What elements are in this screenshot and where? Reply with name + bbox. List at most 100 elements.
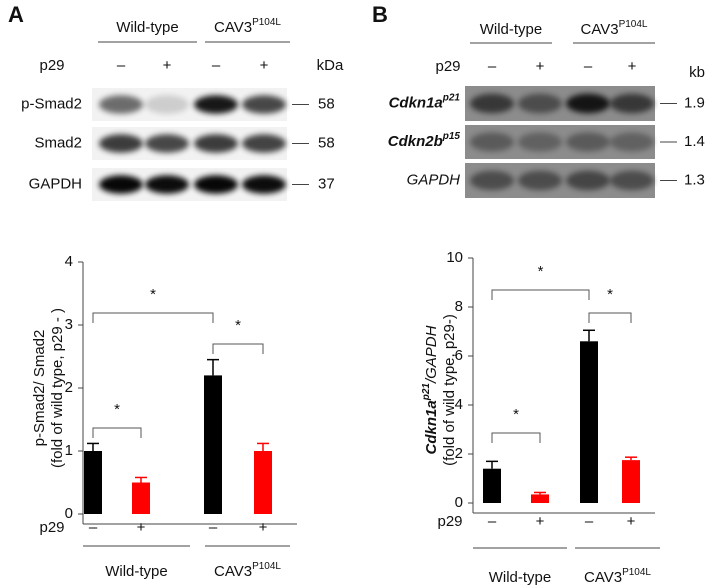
row-label-main: p-Smad2 bbox=[21, 95, 82, 112]
blot-band bbox=[610, 93, 654, 114]
y-tick-label: 2 bbox=[455, 445, 463, 462]
row-label: GAPDH bbox=[29, 175, 82, 192]
blot-band bbox=[145, 95, 189, 114]
y-tick-label: 8 bbox=[455, 298, 463, 315]
x-tick-label: – bbox=[488, 513, 497, 530]
y-axis-label-rest: /GAPDH bbox=[423, 325, 440, 384]
size-label: 58 bbox=[318, 95, 335, 112]
blot-band bbox=[194, 95, 238, 114]
y-axis-label-2: (fold of wild type, p29-) bbox=[441, 314, 458, 466]
row-label-main: Smad2 bbox=[34, 134, 82, 151]
y-tick-label: 4 bbox=[65, 253, 73, 270]
row-label-sup: p15 bbox=[442, 131, 461, 142]
size-unit: kb bbox=[689, 64, 705, 81]
significance-bracket bbox=[92, 427, 142, 438]
blot-band bbox=[470, 93, 514, 114]
treatment-sign: – bbox=[117, 57, 126, 74]
group-label: CAV3P104L bbox=[584, 567, 651, 585]
bar bbox=[254, 451, 272, 514]
bar bbox=[132, 482, 150, 514]
y-tick-label: 0 bbox=[455, 494, 463, 511]
x-tick-label: – bbox=[585, 513, 594, 530]
x-tick-label: – bbox=[89, 519, 98, 536]
blot-band bbox=[518, 93, 562, 114]
blot-band bbox=[145, 175, 189, 194]
group-label: Wild-type bbox=[480, 21, 543, 38]
group-label-sup: P104L bbox=[252, 17, 281, 28]
row-label-main: Cdkn2b bbox=[388, 133, 443, 150]
bar bbox=[84, 451, 102, 514]
bar bbox=[483, 468, 501, 503]
blot-band bbox=[518, 170, 562, 191]
y-tick-label: 1 bbox=[65, 442, 73, 459]
significance-label: * bbox=[607, 286, 613, 303]
bar bbox=[531, 494, 549, 503]
group-label: CAV3P104L bbox=[581, 19, 648, 38]
size-label: 1.4 bbox=[684, 133, 705, 150]
row-label-main: Cdkn1a bbox=[389, 94, 443, 111]
treatment-label: p29 bbox=[39, 57, 64, 74]
significance-bracket bbox=[588, 312, 632, 323]
category-title: p29 bbox=[437, 513, 462, 530]
y-tick-label: 10 bbox=[446, 249, 463, 266]
group-label-main: CAV3 bbox=[214, 19, 252, 36]
blot-band bbox=[242, 175, 286, 194]
blot-band bbox=[610, 170, 654, 191]
treatment-sign: – bbox=[212, 57, 221, 74]
treatment-sign: + bbox=[536, 58, 545, 75]
blot-band bbox=[145, 134, 189, 153]
group-label-main: Wild-type bbox=[105, 563, 168, 580]
blot-band bbox=[194, 175, 238, 194]
x-tick-label: + bbox=[259, 519, 268, 536]
y-axis-label-sup: p21 bbox=[421, 383, 432, 402]
blot-band bbox=[194, 134, 238, 153]
blot-band bbox=[566, 93, 610, 114]
group-label-main: Wild-type bbox=[489, 569, 552, 585]
significance-bracket bbox=[92, 312, 214, 323]
blot-band bbox=[242, 95, 286, 114]
significance-bracket bbox=[491, 289, 590, 300]
y-tick-label: 3 bbox=[65, 316, 73, 333]
significance-bracket bbox=[212, 343, 264, 354]
x-tick-label: + bbox=[627, 513, 636, 530]
treatment-sign: + bbox=[260, 57, 269, 74]
treatment-label: p29 bbox=[435, 58, 460, 75]
size-label: 1.3 bbox=[684, 171, 705, 188]
significance-label: * bbox=[538, 263, 544, 280]
row-label-main: GAPDH bbox=[29, 175, 82, 192]
treatment-sign: – bbox=[584, 58, 593, 75]
panel-letter: A bbox=[8, 2, 24, 27]
y-tick-label: 4 bbox=[455, 396, 463, 413]
row-label-sup: p21 bbox=[442, 92, 461, 103]
y-axis-label-2: (fold of wild type, p29 - ) bbox=[49, 308, 66, 468]
size-unit: kDa bbox=[317, 57, 344, 74]
group-label-sup: P104L bbox=[622, 567, 651, 578]
y-axis-label: Cdkn1ap21/GAPDH bbox=[421, 325, 440, 454]
group-label-main: Wild-type bbox=[116, 19, 179, 36]
group-label-main: CAV3 bbox=[581, 21, 619, 38]
blot-band bbox=[566, 170, 610, 191]
x-tick-label: – bbox=[209, 519, 218, 536]
group-label: Wild-type bbox=[116, 19, 179, 36]
significance-label: * bbox=[114, 401, 120, 418]
blot-band bbox=[470, 132, 514, 152]
y-tick-label: 6 bbox=[455, 347, 463, 364]
group-label-main: CAV3 bbox=[214, 563, 252, 580]
blot-band bbox=[566, 132, 610, 152]
y-axis-label-gene: Cdkn1a bbox=[423, 400, 440, 454]
size-label: 1.9 bbox=[684, 94, 705, 111]
row-label: Cdkn2bp15 bbox=[388, 131, 461, 150]
significance-label: * bbox=[513, 406, 519, 423]
group-label: Wild-type bbox=[489, 569, 552, 585]
y-axis-label: p-Smad2/ Smad2 bbox=[31, 330, 48, 447]
group-label-sup: P104L bbox=[252, 561, 281, 572]
row-label: GAPDH bbox=[407, 171, 461, 188]
bar bbox=[204, 375, 222, 514]
category-title: p29 bbox=[39, 519, 64, 536]
treatment-sign: + bbox=[628, 58, 637, 75]
blot-band bbox=[99, 95, 143, 114]
group-label-main: CAV3 bbox=[584, 569, 622, 585]
group-label-main: Wild-type bbox=[480, 21, 543, 38]
row-label: p-Smad2 bbox=[21, 95, 82, 112]
